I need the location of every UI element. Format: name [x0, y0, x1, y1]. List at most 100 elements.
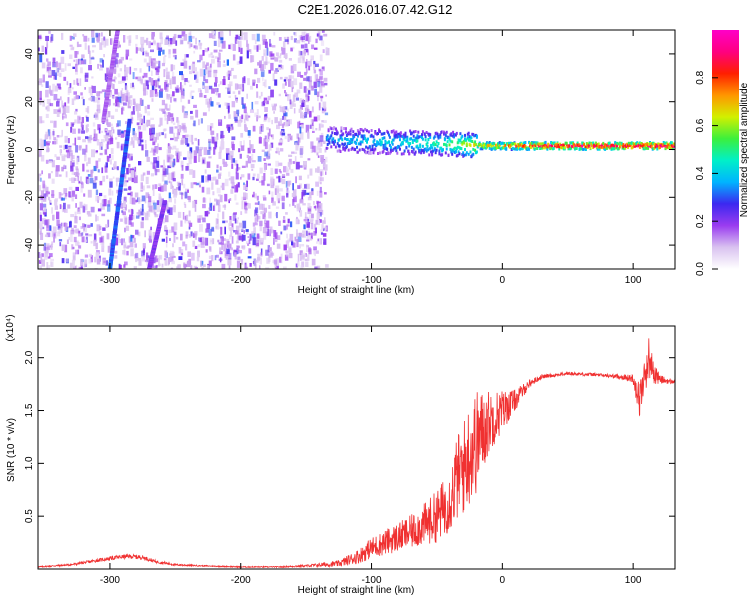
spectrogram-cell [234, 194, 237, 201]
spectrogram-cell [87, 224, 91, 228]
spectrogram-cell [286, 233, 288, 239]
spectrogram-cell [257, 215, 261, 220]
spectrogram-cell [182, 241, 186, 247]
spectrogram-cell [38, 260, 42, 264]
spectrogram-cell [87, 46, 90, 54]
spectrogram-cell [103, 195, 107, 198]
spectrogram-band-cell [573, 143, 575, 147]
spectrogram-band-cell [406, 135, 409, 139]
spectrogram-cell [121, 210, 123, 213]
spectrogram-cell [182, 105, 185, 113]
spectrogram-cell [115, 58, 118, 65]
spectrogram-cell [295, 176, 297, 184]
spectrogram-cell [299, 146, 304, 154]
spectrogram-cell [61, 129, 63, 137]
spectrogram-cell [240, 47, 243, 54]
spectrogram-cell [285, 108, 289, 112]
spectrogram-cell [152, 189, 155, 196]
spectrogram-cell [316, 241, 318, 244]
spectrogram-cell [147, 238, 152, 241]
spectrogram-cell [185, 188, 189, 192]
spectrogram-cell [84, 204, 88, 211]
spectrogram-cell [237, 120, 242, 127]
spectrogram-cell [198, 42, 203, 46]
spectrogram-band-cell [344, 148, 347, 152]
spectrogram-cell [105, 128, 107, 132]
spectrogram-cell [234, 83, 239, 90]
spectrogram-band-cell [598, 147, 601, 151]
spectrogram-band-cell [646, 143, 649, 147]
spectrogram-cell [218, 151, 222, 159]
spectrogram-cell [307, 49, 309, 56]
spectrogram-cell [209, 97, 212, 104]
spectrogram-cell [56, 219, 60, 226]
spectrogram-band-cell [472, 147, 475, 151]
spectrogram-cell [317, 115, 321, 121]
spectrogram-band-cell [534, 144, 537, 148]
spectrogram-cell [289, 203, 291, 207]
spectrogram-band-cell [411, 150, 414, 154]
spectrogram-y-label: Frequency (Hz) [6, 116, 17, 185]
spectrogram-cell [169, 78, 174, 85]
spectrogram-cell [213, 70, 217, 78]
spectrogram-cell [68, 191, 71, 198]
spectrogram-cell [281, 132, 286, 136]
spectrogram-cell [145, 122, 150, 125]
spectrogram-cell [300, 37, 303, 40]
spectrogram-cell [252, 194, 255, 198]
spectrogram-cell [213, 40, 217, 46]
spectrogram-cell [38, 149, 42, 157]
spectrogram-streak-cell [162, 200, 167, 205]
spectrogram-cell [217, 57, 220, 62]
spectrogram-band-cell [336, 149, 339, 153]
spectrogram-band-cell [482, 142, 485, 146]
spectrogram-band-cell [555, 145, 558, 149]
spectrogram-cell [308, 37, 310, 44]
spectrogram-cell [170, 137, 174, 141]
spectrogram-band-cell [413, 138, 416, 142]
spectrogram-cell [104, 165, 108, 173]
spectrogram-cell [256, 91, 259, 98]
spectrogram-cell [50, 243, 53, 250]
spectrogram-cell [221, 243, 223, 250]
spectrogram-cell [206, 223, 211, 229]
spectrogram-band-cell [476, 145, 479, 149]
spectrogram-band-cell [444, 133, 447, 137]
spectrogram-band-cell [429, 135, 432, 139]
spectrogram-cell [92, 122, 96, 127]
spectrogram-cell [283, 225, 287, 231]
spectrogram-cell [258, 180, 263, 183]
spectrogram-cell [299, 199, 304, 204]
spectrogram-cell [152, 184, 154, 191]
snr-panel: -300 -200 -100 0 100 0.51.01.52.0 Height of … [5, 314, 676, 596]
spectrogram-cell [307, 95, 310, 101]
spectrogram-band-cell [473, 134, 476, 138]
spectrogram-cell [252, 160, 256, 163]
spectrogram-cell [221, 46, 226, 49]
spectrogram-cell [315, 63, 319, 67]
spectrogram-cell [306, 222, 310, 228]
spectrogram-cell [148, 56, 152, 63]
spectrogram-cell [145, 150, 149, 157]
spectrogram-cell [252, 176, 255, 181]
spectrogram-cell [184, 219, 187, 224]
spectrogram-cell [238, 235, 243, 241]
spectrogram-cell [158, 132, 161, 137]
spectrogram-band-cell [437, 142, 440, 145]
spectrogram-cell [320, 182, 322, 185]
spectrogram-cell [161, 99, 165, 106]
spectrogram-band-cell [327, 129, 330, 133]
spectrogram-cell [180, 249, 184, 256]
spectrogram-cell [207, 149, 211, 155]
spectrogram-cell [172, 243, 174, 248]
spectrogram-band-cell [670, 146, 672, 150]
spectrogram-cell [189, 70, 192, 75]
spectrogram-cell [84, 87, 86, 90]
spectrogram-band-cell [440, 146, 443, 150]
spectrogram-cell [38, 81, 42, 86]
spectrogram-band-cell [464, 133, 466, 137]
spectrogram-cell [254, 217, 257, 224]
spectrogram-cell [290, 65, 295, 74]
spectrogram-cell [150, 42, 153, 46]
spectrogram-cell [138, 138, 142, 147]
